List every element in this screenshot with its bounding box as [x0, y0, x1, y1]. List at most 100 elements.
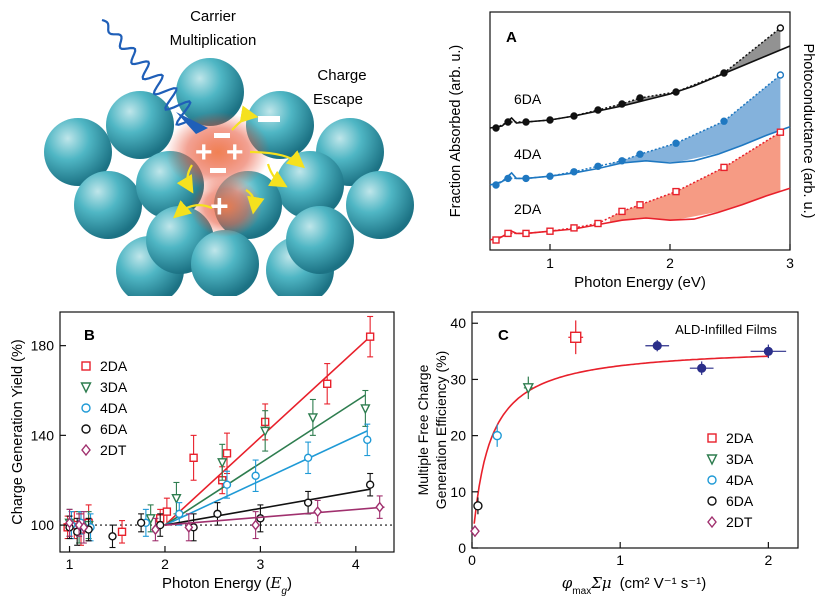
minus-charge	[210, 168, 226, 173]
data-point-2DT	[184, 521, 194, 533]
data-point-ald-film	[652, 341, 662, 351]
legend-label-4DA: 4DA	[726, 472, 754, 488]
legend-label-3DA: 3DA	[726, 451, 754, 467]
photoconductance-point	[776, 71, 785, 79]
photoconductance-point	[776, 128, 785, 136]
data-point-2DT	[470, 525, 480, 538]
photoconductance-point	[594, 219, 602, 228]
panel-c-title: ALD-Infilled Films	[675, 322, 777, 337]
x-tick-label: 2	[161, 556, 169, 572]
area-2DA	[610, 132, 781, 223]
panel-c-frame	[471, 311, 799, 549]
data-point-2DA	[365, 332, 375, 341]
nanocrystal-sphere	[346, 171, 414, 239]
carrier-multiplication-schematic: + + + Carrier Multiplication Charge Esca…	[44, 8, 414, 296]
x-tick-label: 2	[666, 255, 674, 271]
photoconductance-point	[776, 24, 785, 32]
x-tick-label: 0	[468, 552, 476, 568]
legend-marker-3DA	[706, 454, 718, 466]
data-point-2DT	[313, 505, 323, 518]
photoconductance-point	[636, 201, 644, 209]
photoconductance-point	[618, 207, 626, 216]
panel-a-chart: A 6DA 4DA 2DA 1 2 3 Photon Energy (eV) Fract…	[448, 11, 816, 291]
photoconductance-point	[492, 181, 500, 189]
plus-charge: +	[195, 136, 213, 169]
data-point-2DT	[375, 501, 385, 513]
data-point-3DA	[307, 413, 319, 424]
panel-c-y-label: Generation Efficiency (%)	[433, 351, 449, 509]
panel-c-y-label: Multiple Free Charge	[415, 364, 431, 495]
photoconductance-point	[618, 100, 626, 108]
photoconductance-point	[504, 229, 512, 238]
photoconductance-point	[492, 124, 500, 132]
photoconductance-point	[672, 187, 680, 196]
legend-marker-3DA	[80, 382, 92, 394]
absorption-line-2DA	[489, 187, 791, 241]
panel-b-y-label: Charge Generation Yield (%)	[10, 339, 26, 524]
data-point-2DA	[570, 331, 582, 343]
legend-marker-6DA	[707, 496, 717, 506]
legend-label-2DT: 2DT	[100, 442, 127, 458]
series-label-6DA: 6DA	[514, 91, 542, 107]
photon-arrow-icon	[176, 112, 208, 134]
legend-label-4DA: 4DA	[100, 400, 128, 416]
carrier-multiplication-label: Carrier	[190, 8, 236, 25]
data-point-6DA	[473, 501, 483, 511]
legend-label-6DA: 6DA	[100, 421, 128, 437]
y-tick-label: 180	[31, 338, 55, 354]
photoconductance-point	[672, 139, 680, 147]
panel-a-label: A	[506, 29, 517, 46]
data-point-2DA	[117, 527, 127, 537]
x-tick-label: 2	[764, 552, 772, 568]
data-point-2DA	[222, 449, 232, 458]
data-point-2DA	[162, 507, 172, 516]
panel-a-x-label: Photon Energy (eV)	[574, 274, 706, 291]
legend-label-2DA: 2DA	[726, 430, 754, 446]
y-tick-label: 40	[450, 315, 466, 331]
photoconductance-point	[720, 69, 728, 77]
data-point-2DT	[79, 521, 89, 533]
nanocrystal-sphere	[176, 58, 244, 126]
data-point-6DA	[136, 518, 146, 528]
photoconductance-point	[546, 116, 554, 124]
panel-a-y-label-left: Fraction Absorbed (arb. u.)	[448, 45, 464, 217]
panel-b-chart: B 1 2 3 4 100 140 180 2DA 3DA 4DA 6DA 2DT Photon E…	[10, 311, 395, 597]
data-point-3DA	[360, 404, 371, 415]
fit-line-2DT	[164, 506, 385, 526]
photoconductance-point	[636, 94, 644, 102]
y-tick-label: 30	[450, 371, 466, 387]
data-point-2DA	[323, 379, 332, 388]
nanocrystal-sphere	[74, 171, 142, 239]
photoconductance-point	[594, 162, 602, 171]
panel-a-y-label-right: Photoconductance (arb. u.)	[800, 44, 816, 219]
data-point-3DA	[260, 426, 271, 437]
excited-nanocrystal-glow	[166, 112, 270, 192]
legend-marker-2DT	[707, 515, 717, 529]
panel-b-label: B	[84, 327, 95, 344]
data-point-4DA	[303, 453, 313, 462]
data-point-6DA	[303, 498, 313, 507]
nanocrystal-sphere	[44, 118, 112, 186]
data-point-3DA	[217, 458, 228, 469]
legend-marker-4DA	[81, 403, 91, 413]
fit-line-6DA	[164, 488, 371, 526]
legend-marker-6DA	[81, 424, 91, 434]
y-tick-label: 10	[450, 484, 466, 500]
charge-symbols: + + +	[195, 116, 280, 224]
nanocrystal-sphere	[191, 230, 259, 296]
x-tick-label: 1	[546, 255, 554, 271]
photoconductance-point	[720, 117, 728, 125]
x-tick-label: 1	[616, 552, 624, 568]
photoconductance-point	[594, 106, 602, 114]
data-point-2DT	[251, 519, 261, 531]
series-label-2DA: 2DA	[514, 201, 542, 217]
photoconductance-point	[504, 118, 512, 126]
photoconductance-point	[720, 163, 728, 172]
x-tick-label: 3	[257, 556, 265, 572]
data-point-4DA	[222, 480, 232, 489]
data-point-6DA	[155, 520, 165, 530]
x-tick-label: 4	[352, 556, 360, 572]
data-point-2DA	[189, 453, 198, 462]
panel-a-frame	[489, 11, 791, 251]
